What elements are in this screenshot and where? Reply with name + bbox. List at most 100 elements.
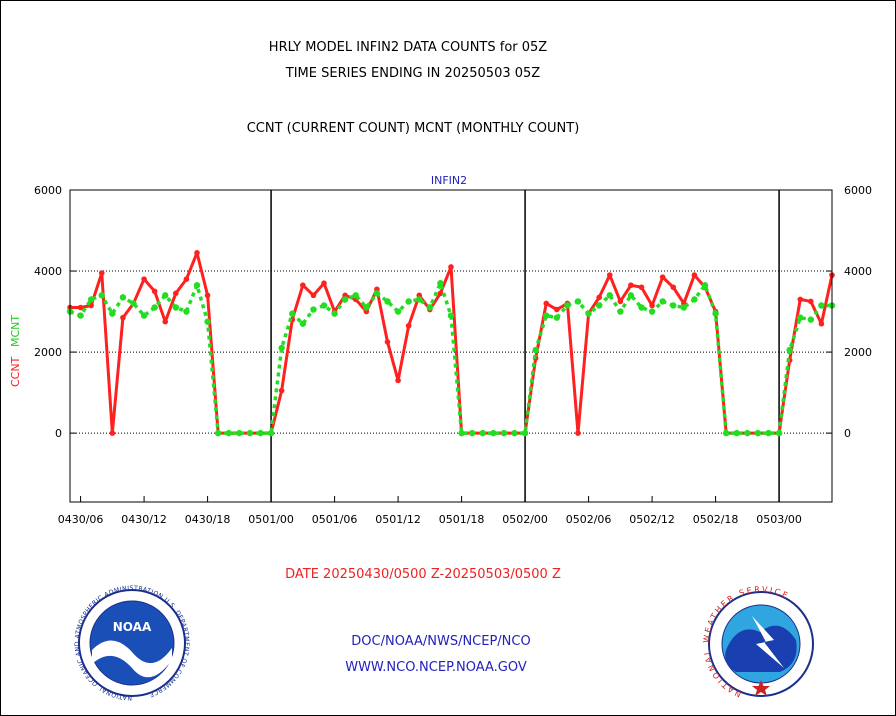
point-ccnt (554, 306, 560, 313)
series-layer (66, 250, 836, 437)
point-mcnt (521, 429, 529, 437)
point-ccnt (98, 270, 105, 276)
point-mcnt (490, 429, 497, 437)
point-mcnt (701, 282, 709, 289)
point-ccnt (575, 430, 581, 436)
panel-label: INFIN2 (431, 174, 467, 187)
nws-logo: NATIONAL WEATHER SERVICE (702, 585, 814, 699)
y-tick-label-right: 4000 (844, 265, 872, 278)
point-mcnt (606, 292, 613, 299)
point-mcnt (77, 312, 84, 319)
series-line-mcnt (69, 281, 832, 435)
point-mcnt (341, 296, 349, 303)
point-mcnt (818, 302, 825, 309)
x-tick-label: 0501/00 (248, 513, 294, 526)
point-mcnt (246, 429, 254, 437)
point-mcnt (416, 296, 423, 303)
point-mcnt (807, 316, 815, 323)
point-mcnt (130, 300, 137, 307)
x-tick-label: 0501/18 (439, 513, 485, 526)
point-mcnt (744, 429, 751, 437)
point-mcnt (754, 429, 762, 437)
point-mcnt (140, 312, 148, 319)
y-axis-label-mcnt: MCNT (9, 315, 22, 347)
point-mcnt (627, 292, 635, 299)
point-mcnt (532, 346, 539, 354)
point-mcnt (426, 304, 434, 311)
point-mcnt (236, 429, 243, 437)
point-mcnt (299, 320, 307, 327)
y-tick-label-right: 0 (844, 427, 851, 440)
point-mcnt (468, 429, 476, 437)
y-tick-label-right: 6000 (844, 184, 872, 197)
point-ccnt (617, 298, 624, 305)
point-mcnt (151, 304, 158, 311)
point-mcnt (331, 310, 338, 317)
point-mcnt (204, 318, 211, 325)
footer-line-2: WWW.NCO.NCEP.NOAA.GOV (345, 660, 527, 675)
point-ccnt (448, 264, 454, 270)
point-mcnt (289, 310, 296, 317)
point-mcnt (797, 314, 804, 321)
point-ccnt (543, 300, 550, 307)
point-ccnt (194, 250, 200, 256)
point-mcnt (363, 304, 370, 311)
point-mcnt (183, 308, 190, 315)
point-mcnt (437, 279, 444, 287)
x-tick-label: 0430/06 (58, 513, 104, 526)
point-mcnt (172, 304, 180, 311)
point-mcnt (119, 294, 127, 301)
x-tick-label: 0501/06 (312, 513, 358, 526)
point-mcnt (553, 314, 561, 321)
point-ccnt (278, 387, 285, 394)
footer-line-1: DOC/NOAA/NWS/NCEP/NCO (351, 634, 530, 649)
point-mcnt (373, 290, 381, 297)
point-ccnt (141, 276, 147, 282)
point-ccnt (649, 302, 655, 309)
y-tick-label-left: 4000 (34, 265, 62, 278)
point-mcnt (447, 312, 455, 319)
point-ccnt (628, 282, 634, 289)
point-mcnt (712, 310, 719, 317)
point-mcnt (479, 429, 486, 437)
point-mcnt (109, 310, 116, 317)
point-mcnt (500, 429, 508, 437)
point-ccnt (173, 290, 179, 297)
y-tick-label-left: 2000 (34, 346, 62, 359)
point-mcnt (214, 429, 222, 437)
point-ccnt (638, 284, 645, 291)
point-mcnt (225, 429, 232, 437)
point-ccnt (300, 282, 306, 289)
x-tick-label: 0502/00 (502, 513, 548, 526)
point-ccnt (691, 272, 698, 278)
title-line-1: HRLY MODEL INFIN2 DATA COUNTS for 05Z (269, 40, 547, 55)
point-mcnt (648, 308, 656, 315)
point-mcnt (638, 304, 645, 311)
point-mcnt (511, 429, 518, 437)
point-mcnt (680, 304, 688, 311)
point-mcnt (670, 302, 677, 309)
nws-star-icon (752, 680, 770, 696)
point-mcnt (352, 292, 359, 299)
point-ccnt (437, 290, 444, 297)
point-mcnt (394, 308, 402, 315)
title-line-3: CCNT (CURRENT COUNT) MCNT (MONTHLY COUNT… (247, 121, 580, 136)
point-mcnt (775, 429, 783, 437)
point-ccnt (596, 294, 602, 301)
point-mcnt (595, 302, 603, 309)
point-ccnt (204, 292, 211, 299)
point-ccnt (797, 296, 804, 303)
point-mcnt (98, 292, 105, 299)
point-mcnt (310, 306, 317, 313)
point-mcnt (765, 429, 772, 437)
point-ccnt (310, 292, 317, 299)
point-ccnt (395, 377, 401, 384)
point-ccnt (405, 322, 412, 329)
point-mcnt (384, 298, 391, 305)
point-ccnt (109, 430, 116, 436)
point-ccnt (321, 280, 327, 286)
noaa-center-text: NOAA (113, 620, 152, 634)
point-ccnt (670, 284, 677, 291)
point-mcnt (257, 429, 264, 437)
